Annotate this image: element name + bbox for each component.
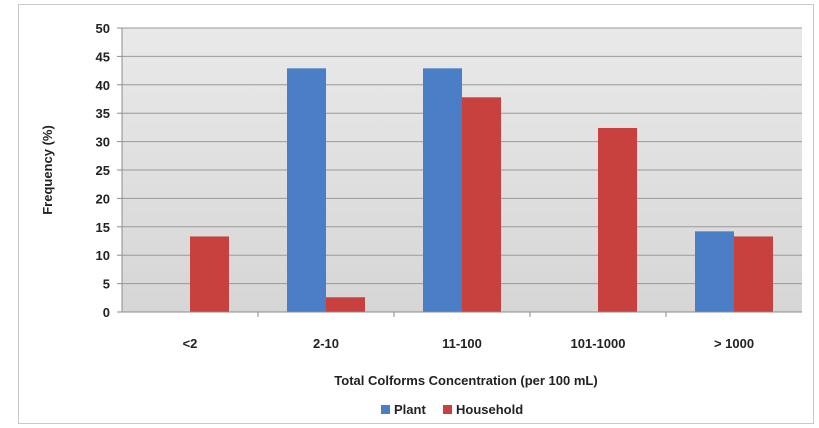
bars bbox=[190, 68, 773, 313]
legend: Plant Household bbox=[381, 402, 523, 417]
y-tick-label: 40 bbox=[96, 78, 110, 93]
x-tick-labels: <2 2-10 11-100 101-1000 > 1000 bbox=[183, 312, 754, 351]
bar-household-1 bbox=[326, 297, 365, 312]
y-tick-label: 50 bbox=[96, 21, 110, 36]
y-tick-labels: 0 5 10 15 20 25 30 35 40 45 50 bbox=[96, 21, 122, 320]
y-tick-label: 5 bbox=[103, 277, 110, 292]
legend-label-household: Household bbox=[456, 402, 523, 417]
y-tick-label: 35 bbox=[96, 106, 110, 121]
bar-plant-2 bbox=[423, 68, 462, 312]
bar-household-3 bbox=[598, 127, 637, 312]
y-tick-label: 30 bbox=[96, 135, 110, 150]
y-tick-label: 25 bbox=[96, 163, 110, 178]
y-axis-title: Frequency (%) bbox=[40, 125, 55, 215]
y-tick-label: 10 bbox=[96, 248, 110, 263]
bar-plant-4 bbox=[695, 231, 734, 312]
bar-household-2 bbox=[462, 97, 501, 313]
bar-plant-1 bbox=[287, 68, 326, 312]
legend-swatch-plant bbox=[381, 405, 390, 414]
legend-label-plant: Plant bbox=[394, 402, 426, 417]
x-tick-label: > 1000 bbox=[714, 336, 754, 351]
x-tick-label: 2-10 bbox=[313, 336, 339, 351]
x-axis-title: Total Colforms Concentration (per 100 mL… bbox=[334, 373, 597, 388]
y-tick-label: 20 bbox=[96, 191, 110, 206]
x-tick-label: 101-1000 bbox=[571, 336, 626, 351]
x-tick-label: 11-100 bbox=[442, 336, 482, 351]
bar-household-4 bbox=[734, 236, 773, 312]
y-tick-label: 15 bbox=[96, 220, 110, 235]
x-tick-label: <2 bbox=[183, 336, 198, 351]
bar-household-0 bbox=[190, 236, 229, 312]
y-tick-label: 0 bbox=[103, 305, 110, 320]
y-tick-label: 45 bbox=[96, 49, 110, 64]
legend-swatch-household bbox=[443, 405, 452, 414]
